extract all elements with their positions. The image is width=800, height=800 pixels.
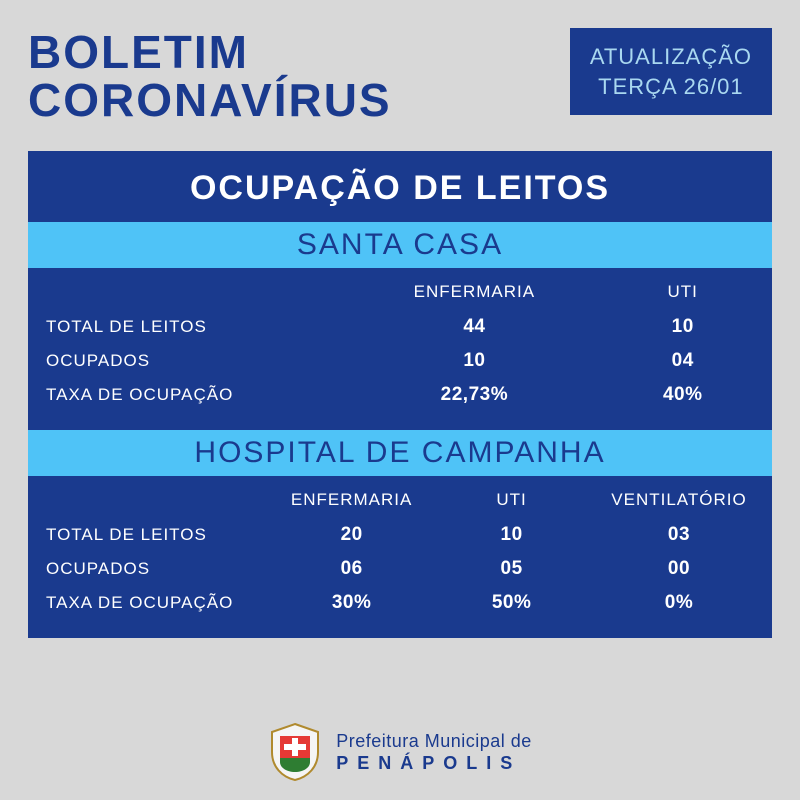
panel-title: OCUPAÇÃO DE LEITOS: [28, 151, 772, 222]
section-hospital-campanha: HOSPITAL DE CAMPANHA: [28, 430, 772, 476]
footer-line2: PENÁPOLIS: [336, 752, 532, 775]
col-uti: UTI: [437, 476, 586, 518]
col-ventilatorio: VENTILATÓRIO: [586, 476, 772, 518]
cell-value: 44: [355, 310, 593, 344]
table-row: OCUPADOS 06 05 00: [28, 552, 772, 586]
cell-value: 30%: [266, 586, 437, 620]
update-box: ATUALIZAÇÃO TERÇA 26/01: [570, 28, 772, 115]
table-row: TAXA DE OCUPAÇÃO 22,73% 40%: [28, 378, 772, 412]
footer: Prefeitura Municipal de PENÁPOLIS: [0, 722, 800, 782]
table-row: TAXA DE OCUPAÇÃO 30% 50% 0%: [28, 586, 772, 620]
cell-value: 04: [593, 344, 772, 378]
cell-value: 10: [593, 310, 772, 344]
campanha-table: ENFERMARIA UTI VENTILATÓRIO TOTAL DE LEI…: [28, 476, 772, 638]
row-label: TOTAL DE LEITOS: [28, 518, 266, 552]
update-line2: TERÇA 26/01: [590, 72, 752, 102]
title-line1: BOLETIM: [28, 28, 392, 76]
table-row: TOTAL DE LEITOS 44 10: [28, 310, 772, 344]
title-line2: CORONAVÍRUS: [28, 76, 392, 124]
cell-value: 10: [437, 518, 586, 552]
table-row: OCUPADOS 10 04: [28, 344, 772, 378]
col-enfermaria: ENFERMARIA: [355, 268, 593, 310]
cell-value: 03: [586, 518, 772, 552]
col-uti: UTI: [593, 268, 772, 310]
footer-text: Prefeitura Municipal de PENÁPOLIS: [336, 730, 532, 775]
row-label: OCUPADOS: [28, 344, 355, 378]
cell-value: 0%: [586, 586, 772, 620]
col-enfermaria: ENFERMARIA: [266, 476, 437, 518]
row-label: TAXA DE OCUPAÇÃO: [28, 586, 266, 620]
crest-icon: [268, 722, 322, 782]
header: BOLETIM CORONAVÍRUS ATUALIZAÇÃO TERÇA 26…: [28, 28, 772, 125]
update-line1: ATUALIZAÇÃO: [590, 42, 752, 72]
table-row: TOTAL DE LEITOS 20 10 03: [28, 518, 772, 552]
cell-value: 22,73%: [355, 378, 593, 412]
page-title: BOLETIM CORONAVÍRUS: [28, 28, 392, 125]
section-santa-casa: SANTA CASA: [28, 222, 772, 268]
footer-line1: Prefeitura Municipal de: [336, 730, 532, 753]
cell-value: 40%: [593, 378, 772, 412]
cell-value: 50%: [437, 586, 586, 620]
cell-value: 00: [586, 552, 772, 586]
cell-value: 05: [437, 552, 586, 586]
row-label: TAXA DE OCUPAÇÃO: [28, 378, 355, 412]
cell-value: 06: [266, 552, 437, 586]
cell-value: 10: [355, 344, 593, 378]
occupancy-panel: OCUPAÇÃO DE LEITOS SANTA CASA ENFERMARIA…: [28, 151, 772, 638]
santa-table: ENFERMARIA UTI TOTAL DE LEITOS 44 10 OCU…: [28, 268, 772, 430]
row-label: TOTAL DE LEITOS: [28, 310, 355, 344]
cell-value: 20: [266, 518, 437, 552]
row-label: OCUPADOS: [28, 552, 266, 586]
